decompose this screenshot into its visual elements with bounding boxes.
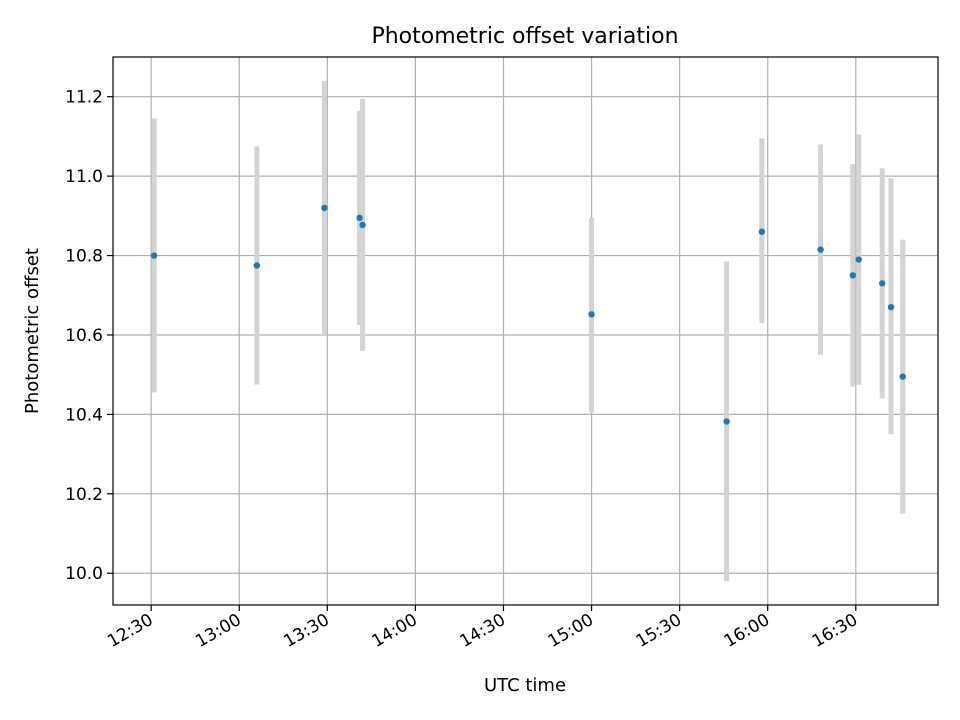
data-point — [253, 262, 261, 269]
data-point — [817, 246, 824, 253]
x-tick-label: 16:30 — [809, 610, 861, 652]
data-point — [887, 303, 895, 311]
y-tick-label: 10.6 — [65, 326, 103, 346]
data-point — [758, 228, 766, 235]
data-point — [855, 256, 862, 263]
x-axis-label: UTC time — [484, 675, 566, 696]
x-tick-label: 13:30 — [280, 610, 332, 652]
data-point — [359, 221, 366, 229]
data-point — [356, 214, 363, 222]
x-axis-ticks: 12:30 13:00 13:30 14:00 14:30 15:00 15:30 16:00… — [104, 605, 861, 652]
x-tick-label: 15:30 — [633, 610, 685, 652]
y-tick-label: 10.8 — [65, 247, 103, 267]
chart-title: Photometric offset variation — [371, 24, 678, 49]
x-tick-label: 15:00 — [545, 610, 597, 652]
x-tick-label: 16:00 — [721, 610, 773, 652]
grid-lines — [113, 57, 938, 605]
x-tick-label: 14:00 — [368, 610, 420, 652]
x-tick-label: 12:30 — [104, 610, 156, 652]
data-point — [849, 272, 857, 279]
data-point — [588, 311, 595, 318]
data-points — [150, 204, 906, 425]
data-point — [723, 418, 730, 425]
axes-frame — [112, 56, 939, 606]
data-point — [321, 204, 328, 212]
y-axis-ticks: 10.0 10.2 10.4 10.6 10.8 11.0 11.2 — [65, 88, 113, 584]
y-tick-label: 10.2 — [65, 485, 103, 505]
y-tick-label: 11.2 — [65, 88, 103, 108]
y-tick-label: 10.0 — [65, 564, 103, 584]
x-tick-label: 14:30 — [457, 610, 509, 652]
data-point — [150, 252, 158, 259]
y-axis-label: Photometric offset — [22, 248, 43, 414]
data-point — [899, 373, 906, 380]
data-point — [879, 280, 886, 287]
y-tick-label: 11.0 — [65, 167, 103, 187]
y-tick-label: 10.4 — [65, 405, 103, 425]
error-bars — [151, 80, 906, 582]
x-tick-label: 13:00 — [192, 610, 244, 652]
